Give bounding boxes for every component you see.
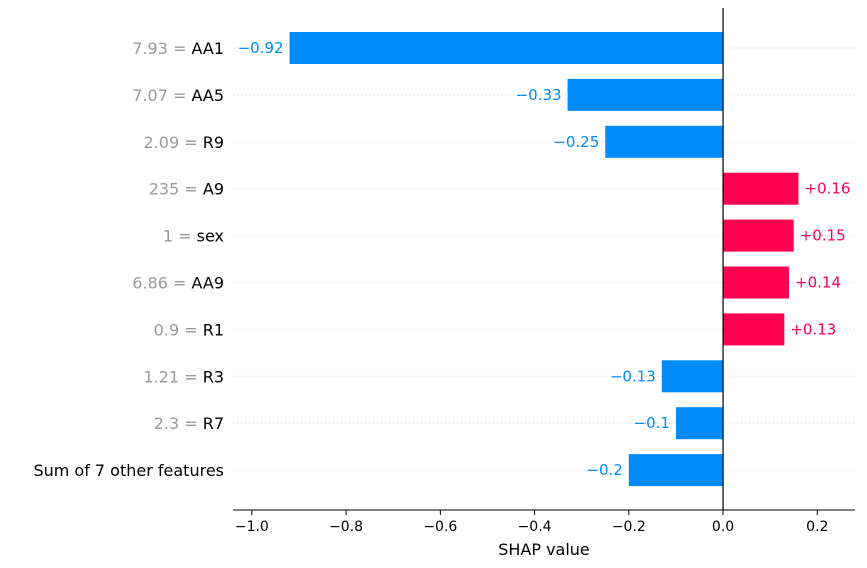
feature-equals: =	[168, 273, 192, 292]
x-tick-label: 0.0	[712, 519, 734, 535]
bars: −0.92 −0.33 −0.25 +0.16 +0.15 +0.14 +0.13 −0.13…	[238, 32, 850, 487]
x-tick-label: −0.8	[329, 519, 363, 535]
bar	[723, 172, 799, 205]
feature-name: Sum of 7 other features	[33, 461, 224, 480]
feature-name: AA1	[191, 39, 224, 58]
bar	[723, 219, 794, 252]
bar-value-label: −0.13	[610, 367, 656, 385]
feature-name: AA9	[191, 273, 224, 292]
feature-labels: 7.93 = AA1 7.07 = AA5 2.09 = R9 235 = A9 1 =…	[33, 39, 224, 480]
feature-value: 1.21	[144, 367, 180, 386]
feature-value: 7.93	[132, 39, 168, 58]
feature-name: A9	[203, 179, 224, 198]
feature-label: Sum of 7 other features	[33, 461, 224, 480]
bar-value-label: +0.13	[790, 320, 836, 338]
bar	[723, 266, 790, 299]
bar-value-label: −0.1	[634, 414, 670, 432]
bar-value-label: −0.33	[516, 86, 562, 104]
feature-value: 2.09	[144, 132, 180, 151]
feature-value: 7.07	[132, 85, 168, 104]
feature-value: 2.3	[154, 414, 179, 433]
bar-value-label: −0.92	[238, 39, 284, 57]
bar	[661, 360, 724, 393]
feature-value: 235	[149, 179, 180, 198]
feature-label: 2.09 = R9	[144, 132, 225, 151]
x-axis: −1.0 −0.8 −0.6 −0.4 −0.2 0.0 0.2	[233, 509, 855, 535]
feature-equals: =	[179, 414, 203, 433]
feature-label: 0.9 = R1	[154, 320, 224, 339]
x-tick-label: −1.0	[235, 519, 269, 535]
feature-name: R1	[203, 320, 224, 339]
feature-equals: =	[179, 132, 203, 151]
feature-label: 1.21 = R3	[144, 367, 225, 386]
feature-label: 1 = sex	[163, 226, 224, 245]
feature-equals: =	[179, 320, 203, 339]
feature-name: R3	[203, 367, 224, 386]
feature-label: 6.86 = AA9	[132, 273, 224, 292]
bar	[567, 78, 724, 111]
bar	[723, 313, 785, 346]
feature-label: 2.3 = R7	[154, 414, 224, 433]
gridlines	[233, 47, 855, 471]
x-tick-label: −0.6	[423, 519, 457, 535]
x-axis-title: SHAP value	[498, 540, 590, 559]
x-tick-label: 0.2	[806, 519, 828, 535]
x-tick-label: −0.4	[518, 519, 552, 535]
feature-name: R7	[203, 414, 224, 433]
x-tick-label: −0.2	[612, 519, 646, 535]
feature-equals: =	[173, 226, 197, 245]
bar	[675, 407, 724, 440]
feature-label: 7.07 = AA5	[132, 85, 224, 104]
feature-equals: =	[168, 39, 192, 58]
feature-equals: =	[168, 85, 192, 104]
bar-value-label: −0.25	[553, 133, 599, 151]
bar-value-label: +0.14	[795, 274, 841, 292]
feature-name: sex	[197, 226, 224, 245]
feature-label: 7.93 = AA1	[132, 39, 224, 58]
feature-value: 1	[163, 226, 173, 245]
feature-value: 6.86	[132, 273, 168, 292]
bar	[628, 454, 724, 487]
bar-value-label: +0.15	[800, 227, 846, 245]
bar	[289, 32, 724, 64]
feature-label: 235 = A9	[149, 179, 224, 198]
feature-name: AA5	[191, 85, 224, 104]
feature-equals: =	[179, 179, 203, 198]
feature-name: R9	[203, 132, 224, 151]
bar-value-label: −0.2	[586, 461, 622, 479]
bar-value-label: +0.16	[804, 180, 850, 198]
feature-value: 0.9	[154, 320, 179, 339]
feature-equals: =	[179, 367, 203, 386]
bar	[605, 125, 724, 158]
